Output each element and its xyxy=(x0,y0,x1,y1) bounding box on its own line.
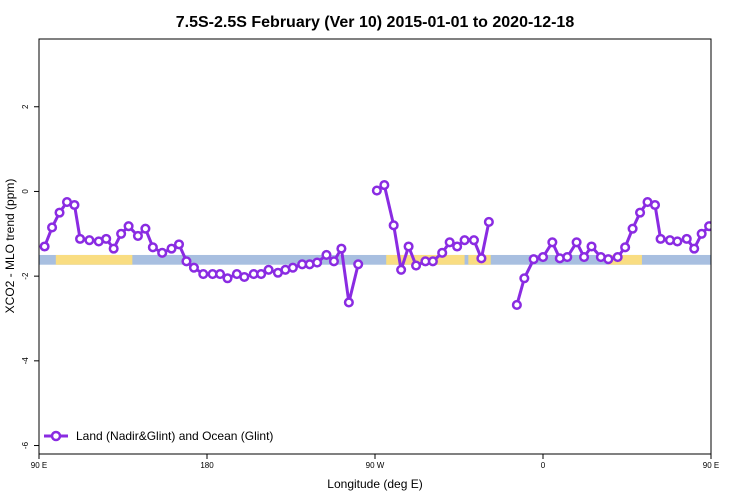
data-point-2-17 xyxy=(649,199,661,211)
data-point-0-6 xyxy=(84,235,95,246)
data-point-2-25 xyxy=(715,232,723,240)
data-point-0-38 xyxy=(343,297,354,308)
data-point-1-5 xyxy=(411,260,422,271)
data-point-2-6 xyxy=(562,252,573,263)
data-point-1-14 xyxy=(483,216,494,227)
data-point-2-8 xyxy=(579,252,590,263)
x-tick-label-3: 0 xyxy=(541,461,546,470)
y-tick-label-4: 2 xyxy=(21,104,30,109)
y-axis-label: XCO2 - MLO trend (ppm) xyxy=(3,179,17,314)
data-point-2-14 xyxy=(627,223,638,234)
y-tick-label-3: 0 xyxy=(21,189,30,194)
data-point-2-23 xyxy=(696,228,707,239)
x-tick-label-4: 90 E xyxy=(703,461,719,470)
ocean-band xyxy=(39,254,711,265)
y-axis: -6 -4 -2 0 2 xyxy=(21,104,39,449)
data-point-1-4 xyxy=(403,241,414,252)
data-point-2-22 xyxy=(689,243,700,254)
data-point-1-11 xyxy=(459,235,470,246)
data-point-2-18 xyxy=(655,233,666,244)
data-point-0-12 xyxy=(132,230,143,241)
data-point-2-20 xyxy=(672,236,683,247)
data-point-0-14 xyxy=(147,242,158,253)
data-point-2-26 xyxy=(722,225,730,233)
data-point-2-4 xyxy=(547,237,558,248)
data-point-2-28 xyxy=(737,249,745,257)
data-point-0-2 xyxy=(54,207,65,218)
data-point-2-11 xyxy=(603,254,614,265)
data-point-1-12 xyxy=(468,235,479,246)
data-point-2-2 xyxy=(528,254,539,265)
data-point-0-22 xyxy=(215,268,226,280)
data-point-0-18 xyxy=(181,256,192,267)
data-point-0-9 xyxy=(108,243,119,254)
legend: Land (Nadir&Glint) and Ocean (Glint) xyxy=(44,429,273,443)
data-point-2-29 xyxy=(746,245,750,253)
data-point-2-21 xyxy=(681,233,692,244)
data-point-2-15 xyxy=(635,207,646,218)
data-point-2-24 xyxy=(704,221,711,232)
data-point-0-25 xyxy=(239,271,250,283)
series-line-0-segment-2 xyxy=(515,200,711,306)
plot-frame xyxy=(38,38,712,455)
data-point-1-8 xyxy=(437,247,448,258)
data-point-0-11 xyxy=(123,221,134,232)
data-point-1-2 xyxy=(388,220,399,231)
series-line-0-segment-0 xyxy=(43,200,360,304)
y-tick-label-0: -6 xyxy=(21,441,30,449)
data-point-2-13 xyxy=(620,242,631,253)
data-point-0-13 xyxy=(140,223,151,234)
y-tick-label-2: -2 xyxy=(21,272,30,280)
data-point-0-28 xyxy=(263,264,274,275)
data-point-0-27 xyxy=(256,268,267,280)
legend-label: Land (Nadir&Glint) and Ocean (Glint) xyxy=(76,429,273,443)
data-point-1-3 xyxy=(396,264,407,275)
data-point-1-10 xyxy=(452,241,463,252)
data-point-0-17 xyxy=(173,239,185,250)
data-point-1-13 xyxy=(476,253,487,264)
data-point-0-35 xyxy=(321,249,332,261)
x-tick-label-1: 180 xyxy=(200,461,214,470)
data-point-0-0 xyxy=(39,241,50,252)
chart-title: 7.5S-2.5S February (Ver 10) 2015-01-01 t… xyxy=(176,14,575,31)
x-tick-label-2: 90 W xyxy=(366,461,385,470)
data-point-0-10 xyxy=(116,228,127,239)
data-point-0-37 xyxy=(336,243,347,254)
data-point-0-23 xyxy=(222,273,233,284)
series-layer xyxy=(39,180,750,310)
data-point-0-36 xyxy=(328,256,339,267)
data-point-1-9 xyxy=(444,237,455,248)
data-point-0-8 xyxy=(101,233,112,244)
x-axis-label: Longitude (deg E) xyxy=(327,477,422,491)
data-point-2-12 xyxy=(612,252,623,263)
data-point-0-31 xyxy=(287,262,298,273)
data-point-0-1 xyxy=(47,222,58,233)
data-point-1-0 xyxy=(371,185,382,196)
data-point-2-9 xyxy=(586,241,597,252)
data-point-2-7 xyxy=(571,237,582,248)
data-point-0-34 xyxy=(312,257,323,268)
data-point-2-3 xyxy=(537,252,549,263)
data-point-2-1 xyxy=(519,273,530,284)
legend-marker xyxy=(50,430,62,442)
x-axis: 90 E 180 90 W 0 90 E xyxy=(31,454,719,470)
land-band-segment-3 xyxy=(608,254,642,265)
data-point-1-7 xyxy=(427,256,438,267)
x-tick-label-0: 90 E xyxy=(31,461,47,470)
data-point-0-39 xyxy=(353,259,364,270)
data-point-0-20 xyxy=(198,268,209,280)
y-tick-label-1: -4 xyxy=(21,357,30,365)
land-ocean-band xyxy=(39,254,711,265)
land-band-segment-0 xyxy=(55,254,133,265)
data-point-1-1 xyxy=(379,180,390,191)
data-point-0-15 xyxy=(157,247,168,258)
data-point-2-27 xyxy=(730,244,738,252)
data-point-0-4 xyxy=(69,199,80,211)
data-point-0-5 xyxy=(75,233,86,244)
data-point-0-19 xyxy=(188,262,199,273)
data-point-2-0 xyxy=(511,299,522,310)
data-point-0-16 xyxy=(166,243,177,254)
